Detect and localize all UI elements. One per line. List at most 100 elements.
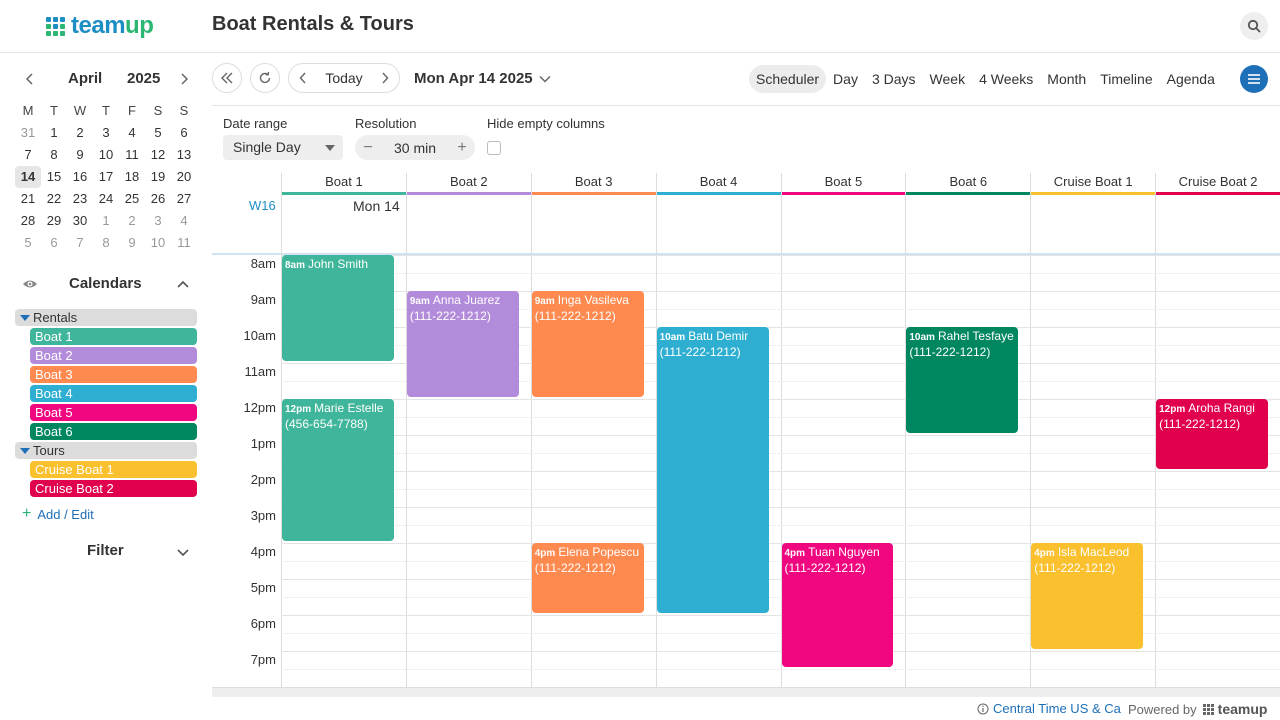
chevron-up-icon[interactable] <box>175 276 191 292</box>
resolution-increase-button[interactable]: + <box>457 138 467 156</box>
mini-day[interactable]: 3 <box>102 125 110 140</box>
mini-day[interactable]: 2 <box>128 213 136 228</box>
resolution-decrease-button[interactable]: − <box>363 138 373 156</box>
mini-day[interactable]: 8 <box>50 147 58 162</box>
view-tab-timeline[interactable]: Timeline <box>1100 71 1153 87</box>
view-tab-month[interactable]: Month <box>1047 71 1087 87</box>
mini-day[interactable]: 7 <box>24 147 32 162</box>
calendar-folder[interactable]: Rentals <box>15 309 197 326</box>
filter-title[interactable]: Filter <box>87 542 124 559</box>
mini-day[interactable]: 18 <box>124 169 140 184</box>
view-tab-agenda[interactable]: Agenda <box>1166 71 1215 87</box>
mini-day[interactable]: 11 <box>125 147 139 162</box>
today-button[interactable]: Today <box>325 70 363 86</box>
calendar-item[interactable]: Boat 4 <box>30 385 197 402</box>
mini-day[interactable]: 8 <box>102 235 110 250</box>
refresh-button[interactable] <box>250 63 280 93</box>
calendar-folder[interactable]: Tours <box>15 442 197 459</box>
eye-icon[interactable] <box>22 276 38 292</box>
teamup-logo[interactable]: teamup <box>46 12 154 39</box>
mini-next-month-button[interactable] <box>174 69 194 89</box>
resource-column-header[interactable]: Boat 4 <box>656 173 781 195</box>
mini-prev-month-button[interactable] <box>20 69 40 89</box>
resource-column-header[interactable]: Boat 3 <box>531 173 656 195</box>
mini-day[interactable]: 4 <box>128 125 136 140</box>
mini-day[interactable]: 10 <box>98 147 114 162</box>
calendar-item[interactable]: Boat 3 <box>30 366 197 383</box>
mini-day[interactable]: 20 <box>176 169 192 184</box>
view-tab-4-weeks[interactable]: 4 Weeks <box>979 71 1034 87</box>
mini-day[interactable]: 23 <box>72 191 88 206</box>
event-block[interactable]: 4pm Elena Popescu (111-222-1212) <box>531 543 644 613</box>
powered-by[interactable]: Powered by teamup <box>1128 701 1267 717</box>
mini-day[interactable]: 6 <box>50 235 58 250</box>
mini-day[interactable]: 26 <box>150 191 166 206</box>
mini-day[interactable]: 9 <box>76 147 84 162</box>
week-number[interactable]: W16 <box>249 198 276 213</box>
horizontal-scrollbar[interactable] <box>212 687 1280 697</box>
mini-day[interactable]: 21 <box>20 191 36 206</box>
calendar-item[interactable]: Boat 5 <box>30 404 197 421</box>
mini-day[interactable]: 28 <box>20 213 36 228</box>
mini-day[interactable]: 5 <box>24 235 32 250</box>
event-block[interactable]: 4pm Isla MacLeod (111-222-1212) <box>1031 543 1144 649</box>
view-tab-day[interactable]: Day <box>833 71 858 87</box>
mini-day[interactable]: 27 <box>176 191 192 206</box>
mini-day[interactable]: 12 <box>150 147 166 162</box>
mini-day[interactable]: 29 <box>46 213 62 228</box>
main-menu-button[interactable] <box>1240 65 1268 93</box>
event-block[interactable]: 10am Rahel Tesfaye (111-222-1212) <box>906 327 1019 433</box>
calendar-item[interactable]: Boat 1 <box>30 328 197 345</box>
calendar-item[interactable]: Boat 6 <box>30 423 197 440</box>
calendar-item[interactable]: Cruise Boat 2 <box>30 480 197 497</box>
event-block[interactable]: 10am Batu Demir (111-222-1212) <box>656 327 769 613</box>
search-button[interactable] <box>1240 12 1268 40</box>
mini-day[interactable]: 15 <box>46 169 62 184</box>
mini-day[interactable]: 6 <box>180 125 188 140</box>
triangle-down-icon[interactable] <box>20 447 30 454</box>
resource-column-header[interactable]: Boat 1 <box>282 173 406 195</box>
mini-day[interactable]: 17 <box>98 169 114 184</box>
mini-day[interactable]: 3 <box>154 213 162 228</box>
mini-day[interactable]: 11 <box>177 235 191 250</box>
all-day-row[interactable] <box>212 195 1280 255</box>
mini-day[interactable]: 10 <box>150 235 166 250</box>
resource-column-header[interactable]: Boat 6 <box>906 173 1031 195</box>
mini-day[interactable]: 7 <box>76 235 84 250</box>
mini-day[interactable]: 13 <box>176 147 192 162</box>
previous-button[interactable] <box>289 64 317 92</box>
collapse-sidebar-button[interactable] <box>212 63 242 93</box>
view-tab-scheduler[interactable]: Scheduler <box>749 65 827 93</box>
event-block[interactable]: 12pm Aroha Rangi (111-222-1212) <box>1156 399 1268 469</box>
resource-column-header[interactable]: Boat 5 <box>781 173 906 195</box>
triangle-down-icon[interactable] <box>20 314 30 321</box>
mini-day[interactable]: 30 <box>72 213 88 228</box>
event-block[interactable]: 8am John Smith <box>282 255 394 361</box>
event-block[interactable]: 12pm Marie Estelle (456-654-7788) <box>282 399 394 541</box>
current-date-picker[interactable]: Mon Apr 14 2025 <box>414 70 551 87</box>
next-button[interactable] <box>371 64 399 92</box>
mini-day[interactable]: 9 <box>128 235 136 250</box>
mini-day-today[interactable]: 14 <box>15 166 41 188</box>
mini-day[interactable]: 4 <box>180 213 188 228</box>
mini-day[interactable]: 31 <box>20 125 36 140</box>
timezone-link[interactable]: Central Time US & Ca <box>977 701 1121 716</box>
mini-day[interactable]: 1 <box>102 213 110 228</box>
mini-day[interactable]: 19 <box>150 169 166 184</box>
date-range-select[interactable]: Single Day <box>223 135 343 160</box>
mini-month-label[interactable]: April <box>68 70 103 87</box>
view-tab-3-days[interactable]: 3 Days <box>871 71 916 87</box>
add-edit-calendars-link[interactable]: + Add / Edit <box>22 505 94 523</box>
mini-day[interactable]: 16 <box>72 169 88 184</box>
mini-day[interactable]: 25 <box>124 191 140 206</box>
chevron-down-icon[interactable] <box>175 544 191 560</box>
calendar-item[interactable]: Boat 2 <box>30 347 197 364</box>
event-block[interactable]: 9am Inga Vasileva (111-222-1212) <box>531 291 644 397</box>
resource-column-header[interactable]: Cruise Boat 1 <box>1031 173 1156 195</box>
event-block[interactable]: 4pm Tuan Nguyen (111-222-1212) <box>781 543 894 667</box>
resource-column-header[interactable]: Boat 2 <box>406 173 531 195</box>
mini-day[interactable]: 2 <box>76 125 84 140</box>
mini-year-label[interactable]: 2025 <box>127 70 161 87</box>
hide-empty-columns-checkbox[interactable] <box>487 141 501 155</box>
mini-day[interactable]: 1 <box>50 125 58 140</box>
